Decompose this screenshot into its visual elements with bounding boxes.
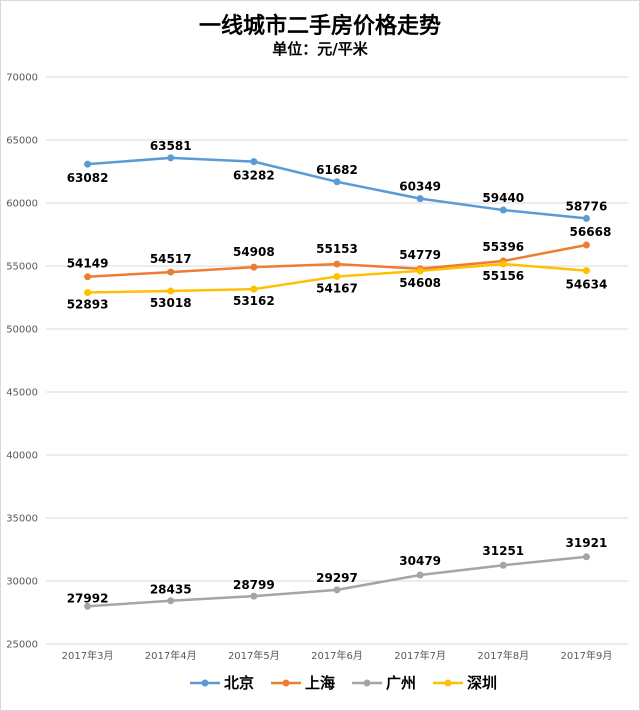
x-tick-label: 2017年9月 [561,649,613,662]
data-point [167,287,175,295]
legend-marker [363,679,371,687]
legend-marker [282,679,290,687]
data-point [84,160,92,168]
data-label: 53162 [233,294,275,308]
y-tick-label: 40000 [6,451,38,462]
data-point [333,260,341,268]
data-label: 31921 [566,536,608,550]
data-point [84,602,92,610]
data-label: 54908 [233,245,275,259]
y-tick-label: 70000 [6,73,38,84]
y-tick-label: 35000 [6,514,38,525]
x-axis-ticks: 2017年3月 2017年4月 2017年5月 2017年6月 2017年7月 2017年… [62,649,613,662]
data-point [250,592,258,600]
data-point [84,289,92,297]
data-label: 55156 [482,269,524,283]
data-label: 63082 [67,171,109,185]
data-label: 53018 [150,296,192,310]
data-point [582,241,590,249]
data-point [84,273,92,281]
series-lines [86,156,588,608]
data-label: 59440 [482,191,524,205]
data-label: 54517 [150,252,192,266]
data-label: 55396 [482,240,524,254]
y-tick-label: 50000 [6,325,38,336]
data-label: 60349 [399,180,441,194]
data-point [416,267,424,275]
data-point [499,561,507,569]
y-tick-label: 30000 [6,577,38,588]
data-label: 28435 [150,583,192,597]
data-point [333,272,341,280]
data-label: 29297 [316,571,358,585]
data-point [582,214,590,222]
x-tick-label: 2017年4月 [145,649,197,662]
data-point [499,260,507,268]
x-tick-label: 2017年3月 [62,649,114,662]
data-point [333,178,341,186]
data-point [582,553,590,561]
data-point [333,586,341,594]
y-tick-label: 60000 [6,199,38,210]
data-label: 58776 [566,199,608,213]
data-point [167,597,175,605]
legend-label: 深圳 [467,674,497,692]
data-label: 61682 [316,163,358,177]
data-label: 55153 [316,242,358,256]
y-tick-label: 45000 [6,388,38,399]
data-label: 30479 [399,554,441,568]
data-point [416,195,424,203]
x-tick-label: 2017年5月 [228,649,280,662]
data-label: 63282 [233,169,275,183]
data-label: 54608 [399,276,441,290]
x-tick-label: 2017年6月 [311,649,363,662]
data-point [416,571,424,579]
series-points [84,154,590,610]
legend-label: 北京 [224,674,254,692]
chart-subtitle: 单位：元/平米 [272,40,368,58]
data-label: 27992 [67,591,109,605]
y-tick-label: 25000 [6,640,38,651]
data-point [167,154,175,162]
legend-label: 广州 [386,674,416,692]
data-label: 54167 [316,281,358,295]
data-label: 63581 [150,139,192,153]
data-label: 31251 [482,544,524,558]
legend-label: 上海 [305,674,335,692]
data-label: 54149 [67,257,109,271]
data-point [499,206,507,214]
x-tick-label: 2017年7月 [394,649,446,662]
legend-marker [444,679,452,687]
data-point [582,267,590,275]
x-tick-label: 2017年8月 [477,649,529,662]
data-label: 54779 [399,248,441,262]
legend-marker [201,679,209,687]
y-axis-ticks: 25000 30000 35000 40000 45000 50000 55000 60000… [6,73,38,651]
data-label: 28799 [233,578,275,592]
data-point [167,268,175,276]
legend: 北京 上海 广州 深圳 [190,674,497,692]
data-label: 54634 [566,278,608,292]
chart-title: 一线城市二手房价格走势 [198,14,441,39]
data-point [250,158,258,166]
data-point [250,263,258,271]
y-tick-label: 55000 [6,262,38,273]
data-label: 56668 [570,225,612,239]
data-label: 52893 [67,298,109,312]
y-tick-label: 65000 [6,136,38,147]
data-point [250,285,258,293]
data-labels: 63082 63581 63282 61682 60349 59440 58776 54149… [67,139,612,605]
